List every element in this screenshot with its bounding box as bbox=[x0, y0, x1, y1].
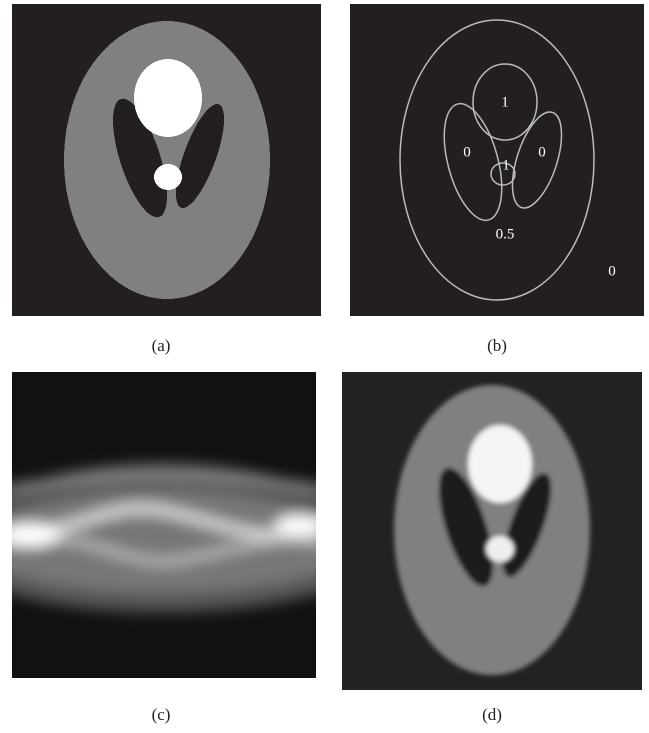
panel-d bbox=[342, 372, 642, 690]
region-label: 1 bbox=[502, 157, 510, 173]
panel-b bbox=[350, 4, 644, 316]
region-label: 0.5 bbox=[496, 226, 515, 242]
region-label: 0 bbox=[608, 263, 616, 279]
caption: (b) bbox=[487, 336, 507, 355]
panel-a bbox=[12, 4, 321, 316]
region-label: 0 bbox=[463, 144, 471, 160]
region-label: 0 bbox=[538, 144, 546, 160]
region-label: 1 bbox=[501, 94, 509, 110]
panel-c bbox=[0, 372, 330, 678]
caption: (d) bbox=[482, 705, 502, 724]
caption: (a) bbox=[152, 336, 171, 355]
figure: (a) 1 0 0 1 0.5 0 (b) (c) bbox=[0, 0, 649, 733]
caption: (c) bbox=[152, 705, 171, 724]
